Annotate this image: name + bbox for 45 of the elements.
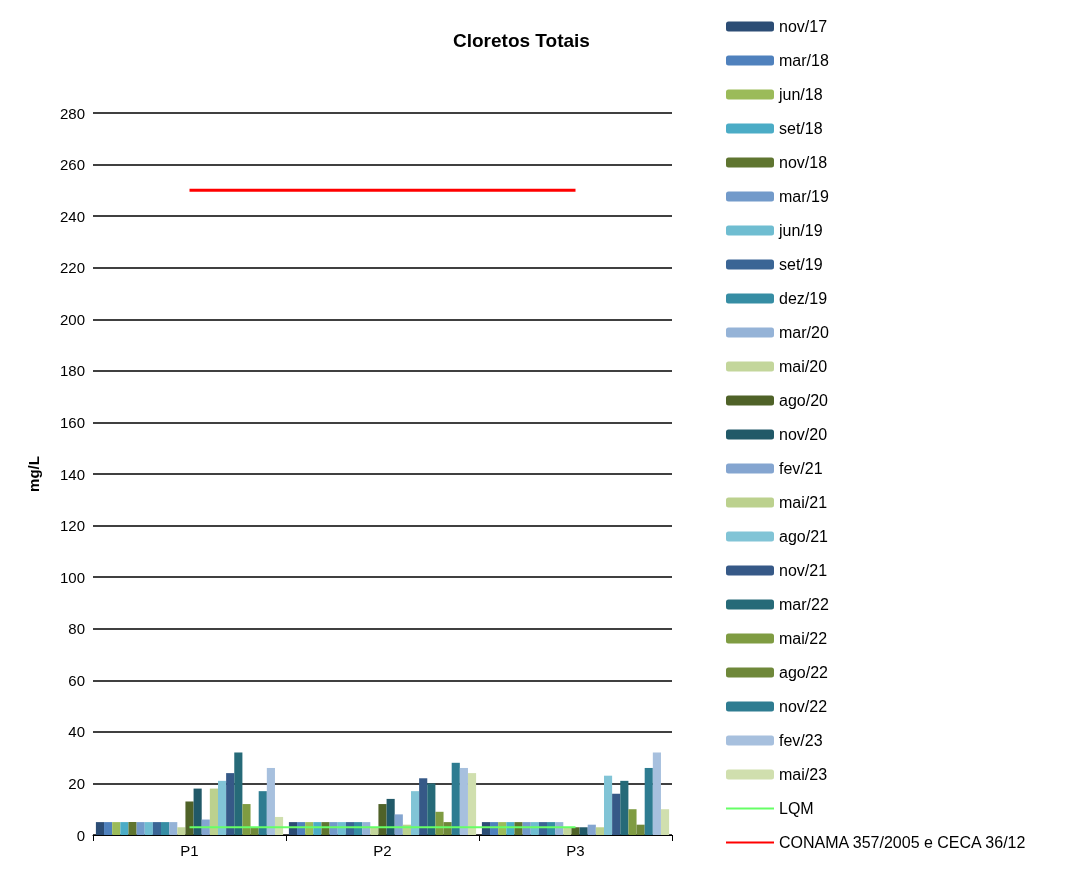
- legend-label: jun/19: [778, 222, 823, 239]
- legend-label: mar/19: [779, 188, 829, 205]
- y-axis-title: mg/L: [25, 456, 42, 492]
- y-tick-label: 220: [59, 259, 85, 277]
- y-tick-label: 120: [59, 517, 85, 535]
- y-tick-label: 140: [59, 465, 85, 483]
- y-tick-label: 180: [59, 362, 85, 380]
- legend-label: mai/21: [779, 494, 828, 511]
- legend-label: nov/21: [779, 562, 828, 579]
- legend-label: jun/18: [778, 86, 823, 103]
- y-tick-label: 260: [59, 156, 85, 174]
- x-tick-label: P2: [373, 842, 392, 859]
- legend-label: LQM: [779, 800, 814, 817]
- legend-label: mai/20: [779, 358, 828, 375]
- legend-label: fev/21: [779, 460, 823, 477]
- legend-label: mar/20: [779, 324, 829, 341]
- legend-label: mar/18: [779, 52, 829, 69]
- legend-label: ago/22: [779, 664, 829, 681]
- legend-label: nov/17: [779, 18, 828, 35]
- legend-label: dez/19: [779, 290, 828, 307]
- legend-label: set/19: [779, 256, 823, 273]
- legend-label: nov/20: [779, 426, 828, 443]
- y-tick-label: 40: [68, 723, 85, 741]
- y-tick-label: 0: [76, 826, 85, 844]
- y-tick-label: 240: [59, 207, 85, 225]
- chart-title: Cloretos Totais: [453, 30, 590, 51]
- y-tick-label: 60: [68, 671, 85, 689]
- legend-label: mar/22: [779, 596, 829, 613]
- legend-label: ago/21: [779, 528, 829, 545]
- legend-label: nov/18: [779, 154, 828, 171]
- legend-label: mai/23: [779, 766, 828, 783]
- legend-label: nov/22: [779, 698, 828, 715]
- y-tick-label: 100: [59, 568, 85, 586]
- y-tick-label: 160: [59, 413, 85, 431]
- legend-label: set/18: [779, 120, 823, 137]
- x-tick-label: P1: [180, 842, 199, 859]
- y-tick-label: 20: [68, 774, 85, 792]
- y-tick-label: 280: [59, 104, 85, 122]
- y-tick-label: 80: [68, 620, 85, 638]
- legend-label: CONAMA 357/2005 e CECA 36/12: [779, 834, 1026, 851]
- y-tick-label: 200: [59, 310, 85, 328]
- x-tick-label: P3: [566, 842, 585, 859]
- legend-label: ago/20: [779, 392, 829, 409]
- legend-label: mai/22: [779, 630, 828, 647]
- legend-label: fev/23: [779, 732, 823, 749]
